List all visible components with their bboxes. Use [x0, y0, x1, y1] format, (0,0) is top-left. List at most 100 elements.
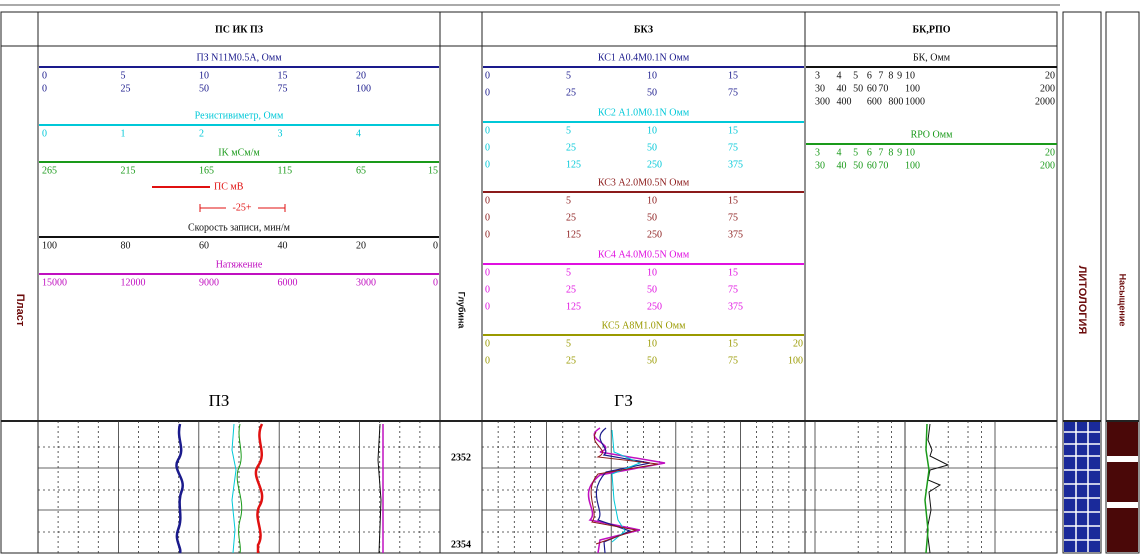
- depth-mark: 2352: [451, 452, 471, 463]
- scale-value: 0: [485, 195, 490, 206]
- group-name: БК, Омм: [913, 52, 951, 63]
- scale-value: 10: [647, 267, 657, 278]
- scale-value: 25: [566, 355, 576, 366]
- scale-value: 125: [566, 229, 581, 240]
- scale-value: 9: [897, 70, 902, 81]
- scale-value: 3000: [356, 277, 376, 288]
- scale-value: 10: [905, 70, 915, 81]
- scale-value: 20: [793, 338, 803, 349]
- scale-value: 215: [121, 165, 136, 176]
- scale-value: 10: [199, 70, 209, 81]
- scale-value: 0: [42, 128, 47, 139]
- scale-value: 5: [566, 338, 571, 349]
- scale-value: 125: [566, 301, 581, 312]
- scale-value: 100: [788, 355, 803, 366]
- log-grids: [38, 421, 1058, 553]
- scale-value: 50: [853, 160, 863, 171]
- scale-value: 0: [485, 338, 490, 349]
- scale-value: 0: [485, 159, 490, 170]
- scale-value: 0: [485, 267, 490, 278]
- scale-value: 25: [566, 87, 576, 98]
- scale-value: 5: [853, 147, 858, 158]
- scale-value: 80: [121, 240, 131, 251]
- group-name: Резистивиметр, Омм: [195, 110, 284, 121]
- scale-value: 0: [485, 142, 490, 153]
- scale-value: 200: [1040, 160, 1055, 171]
- scale-value: 100: [42, 240, 57, 251]
- scale-value: 7: [878, 147, 883, 158]
- scale-value: 40: [837, 160, 847, 171]
- scale-arrow: [199, 204, 286, 212]
- frames: [0, 11, 1140, 554]
- group-name: ПЗ N11M0.5A, Омм: [196, 52, 282, 63]
- scale-value: 15: [728, 195, 738, 206]
- group-name: КС5 A8M1.0N Омм: [602, 320, 686, 331]
- scale-value: 375: [728, 229, 743, 240]
- scale-value: 15: [728, 338, 738, 349]
- scale-value: 50: [647, 355, 657, 366]
- scale-value: 40: [837, 83, 847, 94]
- scale-value: 0: [485, 301, 490, 312]
- track-title: БКЗ: [634, 24, 653, 35]
- scale-value: 250: [647, 229, 662, 240]
- lithology-pattern: [1064, 422, 1100, 552]
- scale-value: 0: [485, 355, 490, 366]
- scale-value: 70: [878, 83, 888, 94]
- scale-value: 0: [485, 87, 490, 98]
- scale-value: 2: [199, 128, 204, 139]
- scale-value: 375: [728, 159, 743, 170]
- scale-value: 10: [647, 125, 657, 136]
- scale-value: 4: [837, 70, 842, 81]
- scale-value: 20: [1045, 70, 1055, 81]
- saturation-pattern: [1107, 422, 1138, 552]
- scale-value: 6: [867, 70, 872, 81]
- scale-value: 0: [42, 70, 47, 81]
- scale-value: 15: [728, 125, 738, 136]
- scale-value: 75: [728, 87, 738, 98]
- group-name: ПС мВ: [214, 181, 244, 192]
- scale-value: 75: [728, 142, 738, 153]
- layer-label: Пласт: [14, 294, 26, 327]
- scale-value: 0: [485, 212, 490, 223]
- scale-value: 20: [356, 240, 366, 251]
- scale-value: 0: [485, 125, 490, 136]
- scale-value: 50: [853, 83, 863, 94]
- scale-value: 9000: [199, 277, 219, 288]
- track-title: ПС ИК ПЗ: [215, 24, 263, 35]
- scale-value: 200: [1040, 83, 1055, 94]
- scale-value: 60: [199, 240, 209, 251]
- scale-value: 12000: [121, 277, 146, 288]
- scale-value: 30: [815, 83, 825, 94]
- lithology-label: ЛИТОЛОГИЯ: [1076, 266, 1088, 335]
- scale-value: 7: [878, 70, 883, 81]
- scale-value: 40: [278, 240, 288, 251]
- scale-value: 50: [199, 83, 209, 94]
- scale-value: 250: [647, 301, 662, 312]
- scale-value: 25: [121, 83, 131, 94]
- scale-value: 165: [199, 165, 214, 176]
- scale-value: 1000: [905, 96, 925, 107]
- scale-value: 3: [815, 147, 820, 158]
- scale-value: 25: [566, 212, 576, 223]
- scale-value: 100: [905, 160, 920, 171]
- scale-value: 65: [356, 165, 366, 176]
- scale-value: 15: [728, 70, 738, 81]
- track-footer: ПЗ: [209, 391, 230, 410]
- scale-value: 125: [566, 159, 581, 170]
- scale-text: -25+: [233, 202, 252, 213]
- scale-value: 50: [647, 212, 657, 223]
- scale-value: 50: [647, 87, 657, 98]
- scale-value: 400: [837, 96, 852, 107]
- scale-value: 8: [888, 147, 893, 158]
- scale-value: 70: [878, 160, 888, 171]
- group-name: RPO Омм: [911, 129, 954, 140]
- scale-value: 25: [566, 142, 576, 153]
- scale-value: 300: [815, 96, 830, 107]
- scale-value: 30: [815, 160, 825, 171]
- depth-mark: 2354: [451, 539, 471, 550]
- scale-value: 600: [867, 96, 882, 107]
- scale-value: 250: [647, 159, 662, 170]
- scale-value: 75: [728, 355, 738, 366]
- scale-value: 10: [647, 70, 657, 81]
